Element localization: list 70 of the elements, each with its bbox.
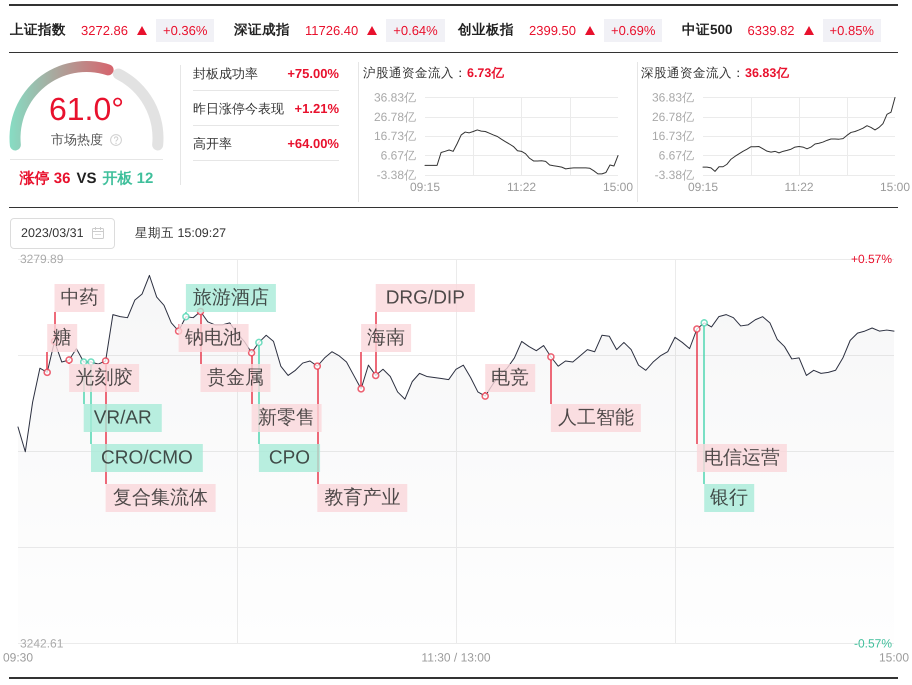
y-tick-label: -3.38亿 [376, 168, 416, 182]
text: 市场热度 [51, 131, 103, 149]
text: 3272.86 [81, 22, 128, 38]
text: 涨停 36 [20, 170, 70, 187]
y-tick-label: 36.83亿 [652, 90, 694, 104]
data-label: 电信运营 [704, 448, 780, 468]
data-label: CRO/CMO [101, 448, 193, 468]
category-label: 高开率 [193, 134, 232, 152]
category-label: 中证500 [682, 21, 733, 39]
y-tick-label: 6.67亿 [380, 148, 416, 163]
y-tick-label: 26.78亿 [374, 110, 416, 124]
text: 2399.50 [529, 22, 576, 38]
y-tick-label: 26.78亿 [652, 110, 694, 124]
text: +0.69% [604, 18, 662, 42]
data-label: 人工智能 [558, 408, 634, 428]
chart-title: 深股通资金流入： [641, 66, 745, 80]
data-label: 银行 [709, 488, 748, 508]
y-tick-label: 3242.61 [20, 636, 64, 650]
y2-tick-label: -0.57% [854, 636, 892, 650]
x-tick-label: 09:15 [688, 180, 718, 194]
chart-title: 沪股通资金流入： [363, 66, 467, 80]
text: 开板 12 [102, 170, 154, 187]
data-label: 新零售 [258, 406, 316, 428]
data-label: 海南 [367, 328, 406, 348]
y-tick-label: 36.83亿 [374, 90, 416, 104]
chart-subtitle: 6.73亿 [467, 66, 504, 80]
x-tick-label: 11:30 / 13:00 [421, 650, 491, 664]
x-tick-label: 11:22 [506, 180, 536, 194]
x-tick-label: 15:00 [602, 180, 634, 194]
text: +0.64% [386, 18, 445, 42]
category-label: 上证指数 [10, 21, 66, 39]
text: VS [76, 170, 96, 187]
data-label: 中药 [60, 288, 98, 308]
category-label: 昨日涨停今表现 [193, 100, 284, 118]
data-label: 光刻胶 [76, 366, 133, 388]
x-tick-label: 15:00 [878, 650, 910, 664]
date-field: 2023/03/31 [10, 218, 115, 249]
category-label: 封板成功率 [193, 64, 258, 82]
x-tick-label: 09:15 [410, 180, 440, 194]
x-tick-label: 09:30 [2, 650, 34, 664]
text: 6339.82 [748, 22, 795, 38]
y-tick-label: 6.67亿 [658, 148, 694, 163]
data-label: 钠电池 [184, 328, 242, 348]
category-label: 创业板指 [458, 21, 514, 39]
y-tick-label: 16.73亿 [652, 129, 694, 144]
y-tick-label: 3279.89 [20, 252, 64, 266]
text: +0.85% [822, 18, 881, 42]
text: +64.00% [287, 136, 339, 151]
data-label: 复合集流体 [113, 486, 208, 508]
y-tick-label: 16.73亿 [374, 129, 416, 144]
category-label: 深证成指 [234, 21, 290, 39]
chart-subtitle: 36.83亿 [745, 66, 790, 80]
x-tick-label: 15:00 [880, 180, 910, 194]
text: 11726.40 [305, 22, 358, 38]
data-label: 旅游酒店 [192, 286, 269, 308]
text: 61.0° [48, 90, 126, 129]
data-label: CPO [268, 448, 310, 468]
data-label: DRG/DIP [386, 288, 465, 308]
data-label: 电竞 [491, 366, 530, 388]
data-label: 教育产业 [324, 486, 400, 508]
text: +0.36% [156, 18, 214, 42]
y2-tick-label: +0.57% [850, 252, 892, 266]
text: +1.21% [294, 101, 339, 116]
y-tick-label: -3.38亿 [654, 168, 694, 182]
data-label: 贵金属 [207, 368, 264, 388]
data-label: 糖 [52, 328, 72, 348]
data-label: VR/AR [94, 408, 152, 428]
x-tick-label: 11:22 [784, 180, 814, 194]
text: 星期五 15:09:27 [135, 225, 226, 242]
text: +75.00% [287, 66, 339, 81]
